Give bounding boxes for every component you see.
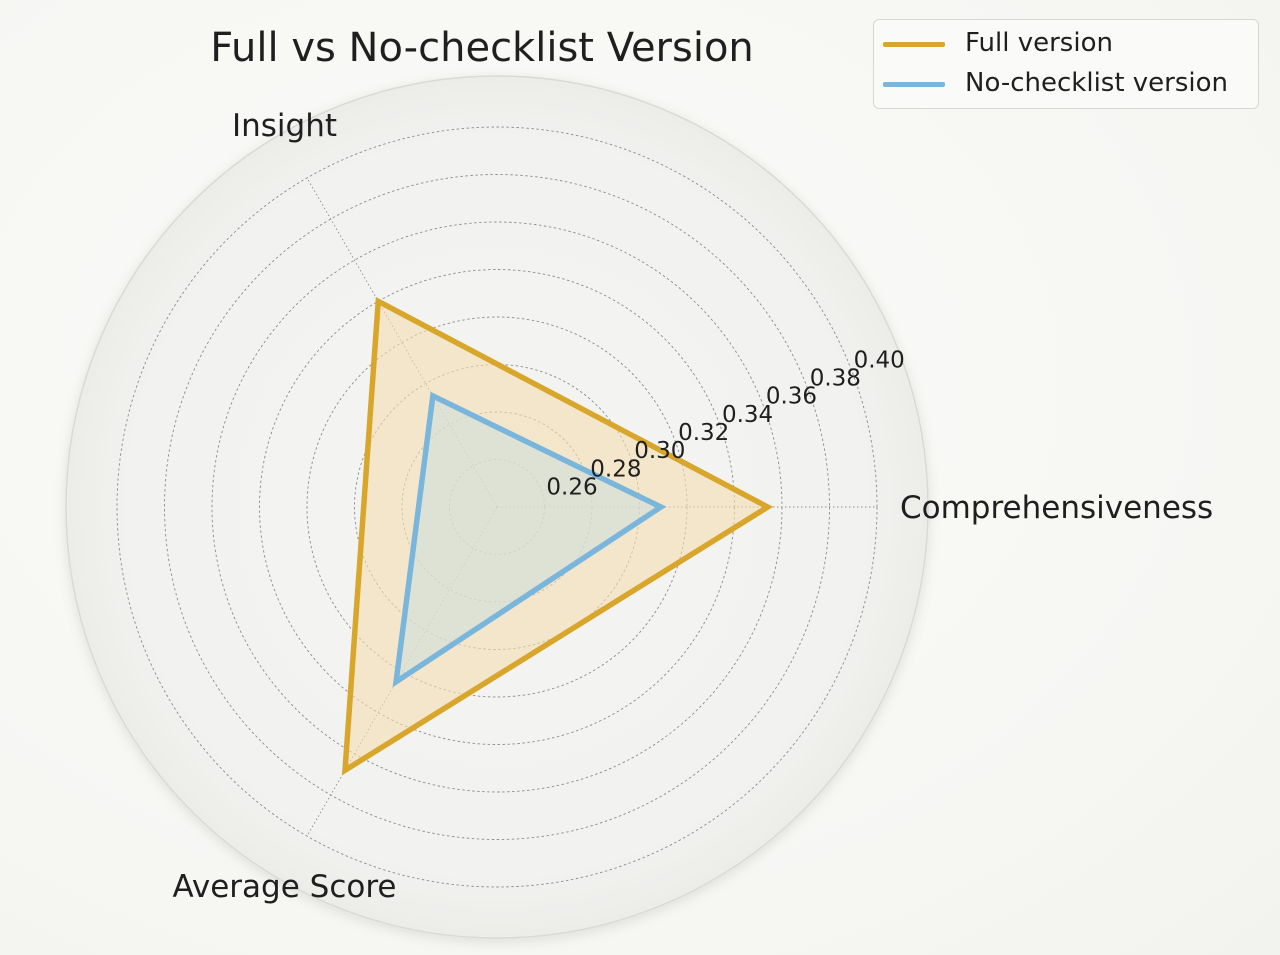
rtick-label: 0.30 (634, 438, 685, 464)
spoke-average-score (306, 506, 498, 837)
rtick-label: 0.36 (766, 384, 817, 410)
legend-item-full-version: Full version (874, 24, 1260, 64)
spoke-insight (306, 177, 498, 508)
series-layer (341, 296, 774, 776)
legend-swatch-full-version (883, 42, 945, 47)
axis-labels: Comprehensiveness Insight Average Score (173, 108, 1214, 905)
legend-swatch-no-checklist-version (883, 82, 945, 87)
rtick-label: 0.28 (590, 456, 641, 482)
legend-item-no-checklist-version: No-checklist version (874, 64, 1260, 104)
radial-tick-labels: 0.260.280.300.320.340.360.380.40 (546, 347, 904, 500)
legend-label-full-version: Full version (965, 28, 1113, 58)
rtick-label: 0.26 (546, 475, 597, 501)
axis-label-average-score: Average Score (173, 869, 397, 905)
rtick-label: 0.40 (854, 347, 905, 373)
legend: Full version No-checklist version (873, 19, 1259, 109)
chart-title: Full vs No-checklist Version (210, 25, 754, 71)
grid-ring-0.40 (116, 126, 878, 888)
series-fill-no-checklist-version (396, 395, 661, 682)
axis-label-comprehensiveness: Comprehensiveness (900, 490, 1213, 526)
series-line-full-version (341, 296, 774, 776)
angular-grid (306, 177, 877, 837)
axis-label-insight: Insight (232, 108, 337, 144)
legend-label-no-checklist-version: No-checklist version (965, 68, 1229, 98)
rtick-label: 0.34 (722, 402, 773, 428)
series-line-no-checklist-version (392, 391, 667, 688)
rtick-label: 0.32 (678, 420, 729, 446)
rtick-label: 0.38 (810, 365, 861, 391)
